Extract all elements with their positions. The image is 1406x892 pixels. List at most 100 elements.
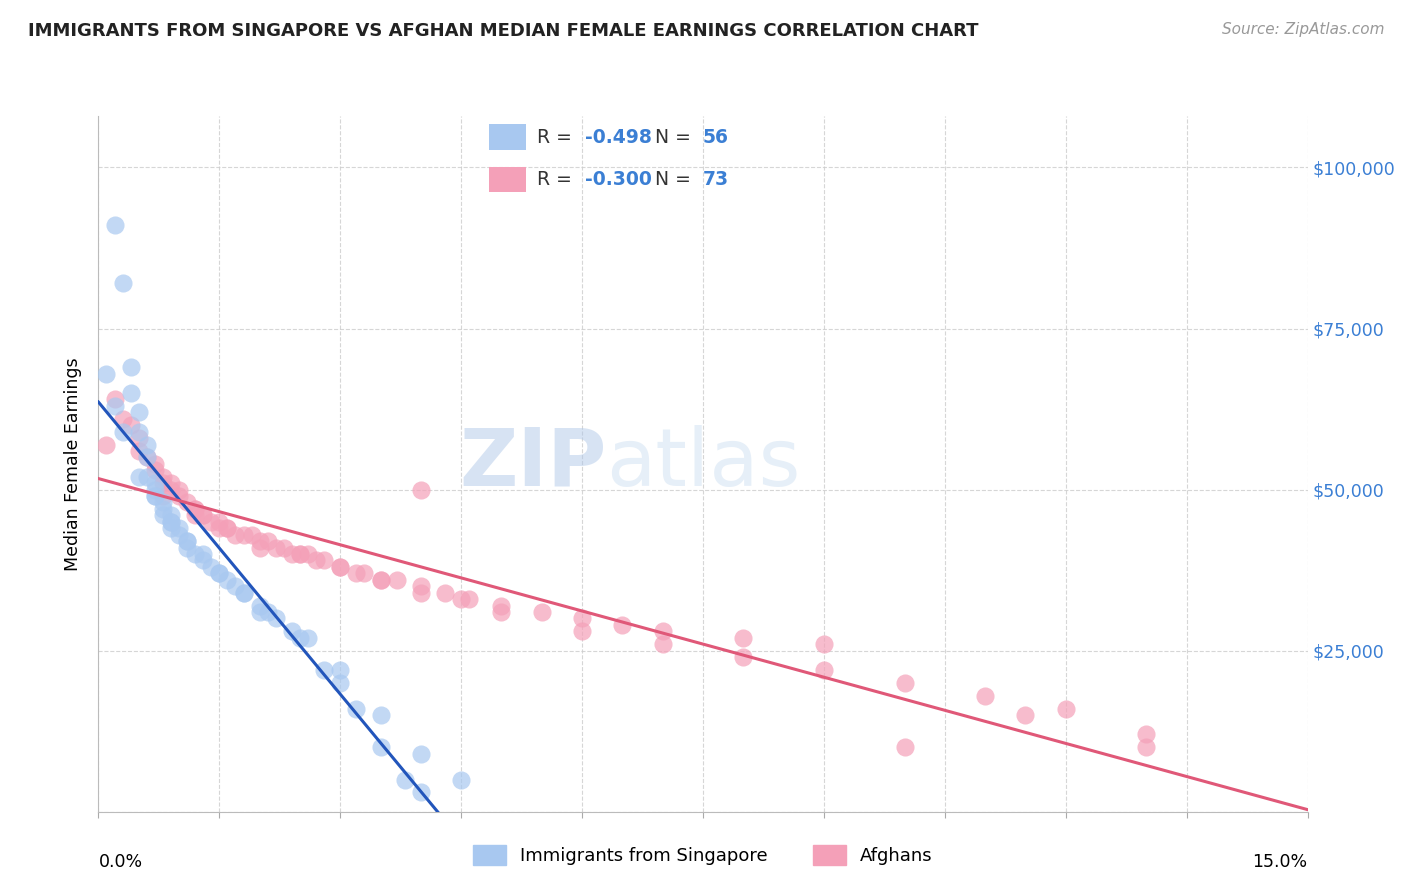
- Point: [184, 547, 207, 561]
- Point: [571, 624, 593, 639]
- Text: N =: N =: [655, 128, 697, 146]
- Point: [184, 508, 207, 523]
- Text: Source: ZipAtlas.com: Source: ZipAtlas.com: [1222, 22, 1385, 37]
- Point: [281, 624, 304, 639]
- Point: [370, 573, 392, 587]
- Point: [256, 534, 278, 549]
- Point: [208, 521, 231, 535]
- Point: [184, 502, 207, 516]
- Point: [217, 573, 239, 587]
- Point: [135, 450, 157, 465]
- Point: [450, 592, 472, 607]
- Text: 15.0%: 15.0%: [1253, 854, 1308, 871]
- Point: [160, 515, 183, 529]
- Point: [297, 547, 319, 561]
- Point: [288, 547, 311, 561]
- Point: [329, 560, 352, 574]
- Text: N =: N =: [655, 170, 697, 189]
- Point: [176, 534, 198, 549]
- Text: R =: R =: [537, 128, 578, 146]
- Point: [176, 534, 198, 549]
- Point: [273, 541, 295, 555]
- Point: [128, 405, 150, 419]
- Point: [217, 521, 239, 535]
- Text: ZIP: ZIP: [458, 425, 606, 503]
- Point: [571, 611, 593, 625]
- Point: [232, 585, 254, 599]
- Point: [128, 431, 150, 445]
- Point: [193, 553, 215, 567]
- Point: [143, 457, 166, 471]
- Point: [1054, 701, 1077, 715]
- Point: [651, 624, 673, 639]
- Point: [249, 541, 271, 555]
- Point: [394, 772, 416, 787]
- Bar: [489, 125, 526, 150]
- Point: [120, 418, 142, 433]
- Point: [385, 573, 408, 587]
- Point: [193, 508, 215, 523]
- Text: R =: R =: [537, 170, 578, 189]
- Text: IMMIGRANTS FROM SINGAPORE VS AFGHAN MEDIAN FEMALE EARNINGS CORRELATION CHART: IMMIGRANTS FROM SINGAPORE VS AFGHAN MEDI…: [28, 22, 979, 40]
- Point: [353, 566, 375, 581]
- Point: [314, 663, 336, 677]
- Point: [305, 553, 328, 567]
- Point: [152, 476, 174, 491]
- Point: [256, 605, 278, 619]
- Text: atlas: atlas: [606, 425, 800, 503]
- Point: [120, 386, 142, 401]
- Point: [160, 476, 183, 491]
- Point: [128, 425, 150, 439]
- Point: [409, 585, 432, 599]
- Point: [612, 618, 634, 632]
- Point: [111, 425, 134, 439]
- Point: [409, 579, 432, 593]
- Point: [160, 521, 183, 535]
- Point: [135, 450, 157, 465]
- Point: [193, 547, 215, 561]
- Point: [167, 527, 190, 541]
- Point: [160, 508, 183, 523]
- Text: -0.300: -0.300: [585, 170, 652, 189]
- Point: [491, 605, 513, 619]
- Point: [217, 521, 239, 535]
- Point: [208, 566, 231, 581]
- Point: [152, 495, 174, 509]
- Point: [344, 566, 367, 581]
- Point: [370, 573, 392, 587]
- Point: [651, 637, 673, 651]
- Point: [288, 631, 311, 645]
- Point: [264, 611, 287, 625]
- Point: [111, 277, 134, 291]
- Point: [96, 437, 118, 451]
- Point: [249, 599, 271, 613]
- Point: [1135, 740, 1157, 755]
- Point: [167, 483, 190, 497]
- Point: [893, 740, 915, 755]
- Point: [232, 585, 254, 599]
- Point: [160, 515, 183, 529]
- Point: [249, 534, 271, 549]
- Text: 73: 73: [703, 170, 730, 189]
- Point: [152, 502, 174, 516]
- Point: [232, 527, 254, 541]
- Point: [288, 547, 311, 561]
- Point: [143, 483, 166, 497]
- Point: [208, 566, 231, 581]
- Point: [111, 411, 134, 425]
- Point: [152, 469, 174, 483]
- Text: 56: 56: [703, 128, 728, 146]
- Point: [224, 579, 246, 593]
- Point: [314, 553, 336, 567]
- Point: [143, 476, 166, 491]
- Point: [297, 631, 319, 645]
- Point: [193, 508, 215, 523]
- Point: [1135, 727, 1157, 741]
- Point: [530, 605, 553, 619]
- Point: [1014, 708, 1036, 723]
- Point: [974, 689, 997, 703]
- Point: [200, 515, 222, 529]
- Point: [329, 663, 352, 677]
- Point: [813, 637, 835, 651]
- Text: -0.498: -0.498: [585, 128, 652, 146]
